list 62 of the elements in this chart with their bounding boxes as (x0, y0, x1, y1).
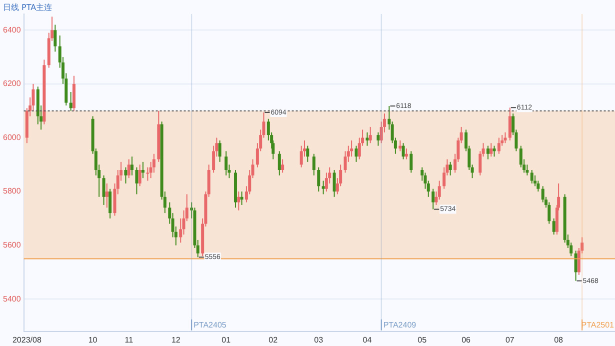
candlestick (410, 150, 413, 174)
chart-title: 日线 PTA主连 (3, 2, 52, 13)
candlestick (108, 188, 112, 219)
candlestick (240, 191, 244, 206)
candlestick (281, 158, 284, 174)
candlestick (504, 132, 507, 144)
ref-line-label: PTA2409 (383, 320, 417, 330)
candlestick (432, 188, 435, 210)
candlestick (404, 148, 408, 160)
candlestick (492, 145, 496, 158)
ref-line-label: PTA2405 (194, 320, 227, 330)
y-tick-label: 6200 (3, 79, 22, 88)
candlestick (306, 145, 310, 162)
candlestick (105, 182, 108, 208)
candlestick (218, 140, 222, 162)
candlestick (366, 132, 369, 146)
candlestick (54, 24, 57, 52)
y-tick-label: 5400 (3, 294, 22, 304)
y-tick-label: 5600 (3, 240, 22, 250)
candlestick (138, 164, 142, 187)
x-tick-label: 03 (314, 335, 324, 344)
x-tick-label: 04 (362, 335, 372, 344)
candlestick (127, 158, 130, 179)
x-tick-label: 08 (554, 335, 564, 344)
x-tick-label: 01 (222, 335, 232, 344)
x-tick-label: 2023/08 (12, 335, 42, 344)
candlestick (402, 142, 405, 160)
candlestick (332, 170, 336, 198)
x-tick-label: 07 (505, 335, 515, 344)
candlestick (574, 250, 578, 282)
x-tick-label: 06 (462, 335, 472, 344)
y-tick-label: 6400 (3, 25, 22, 34)
x-tick-label: 11 (124, 335, 134, 344)
candlestick (224, 150, 228, 176)
candlestick (317, 166, 320, 192)
candlestick (130, 156, 134, 176)
candlestick (102, 174, 106, 206)
candlestick (508, 107, 512, 141)
x-tick-label: 12 (171, 335, 181, 344)
candlestick (312, 153, 316, 176)
candlestick (69, 92, 72, 112)
candlestick (124, 166, 128, 184)
candlestick (486, 145, 490, 160)
x-tick-label: 05 (418, 335, 428, 344)
candlestick (322, 180, 325, 195)
candlestick (237, 191, 240, 211)
candlestick (398, 140, 402, 152)
y-tick-label: 6000 (3, 132, 22, 142)
candlestick (497, 137, 500, 154)
x-tick-label: 02 (268, 335, 278, 344)
y-tick-label: 5800 (3, 186, 22, 196)
candlestick (376, 132, 380, 146)
candlestick (368, 126, 372, 144)
candlestick (135, 166, 138, 195)
candlestick (490, 142, 493, 158)
candlestick (530, 170, 534, 184)
candlestick (141, 161, 144, 179)
candlestick (278, 150, 281, 176)
candlestick (448, 161, 452, 176)
x-tick-label: 10 (88, 335, 98, 344)
candlestick (354, 145, 358, 162)
candlestick (552, 218, 556, 236)
